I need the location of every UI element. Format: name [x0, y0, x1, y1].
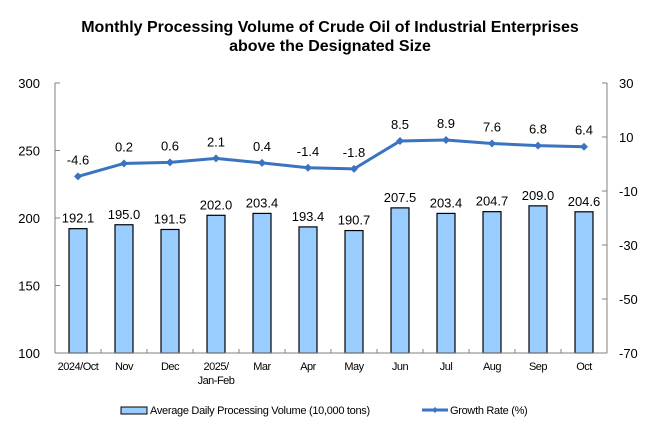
- bar: [68, 228, 88, 354]
- line-data-label: 0.2: [115, 139, 133, 154]
- growth-rate-point: [166, 158, 174, 167]
- bar-data-label: 203.4: [430, 195, 463, 210]
- line-data-label: 2.1: [207, 134, 225, 149]
- x-tick-label: May: [344, 361, 364, 373]
- axes-layer: 100 150 200 250 300 -70 -50 -30 -10 10 30 2024/Oct N…: [18, 76, 638, 387]
- line-data-label: 0.6: [161, 138, 179, 153]
- legend-bar-swatch: [120, 406, 148, 415]
- line-data-label: 6.8: [529, 122, 547, 137]
- bar: [160, 228, 180, 354]
- x-tick-label: Mar: [253, 361, 271, 373]
- bar: [482, 211, 502, 354]
- bar-data-label: 209.0: [522, 188, 555, 203]
- bar-data-label: 195.0: [108, 207, 141, 222]
- line-data-label: 8.9: [437, 116, 455, 131]
- bar: [114, 224, 134, 354]
- bar-data-label: 204.7: [476, 194, 509, 209]
- right-tick-label: -50: [619, 292, 638, 307]
- bar: [298, 226, 318, 354]
- line-data-label: 8.5: [391, 117, 409, 132]
- bar-data-label: 203.4: [246, 195, 279, 210]
- growth-rate-point: [212, 154, 220, 163]
- growth-rate-point: [534, 141, 542, 150]
- x-tick-label: Sep: [529, 361, 547, 373]
- bar: [390, 207, 410, 354]
- right-tick-label: -70: [619, 346, 638, 361]
- line-layer: [74, 135, 588, 181]
- bar: [252, 212, 272, 354]
- x-tick-label: Dec: [161, 361, 180, 373]
- growth-rate-point: [74, 172, 82, 181]
- growth-rate-point: [120, 159, 128, 168]
- bars-layer: [68, 205, 594, 354]
- left-tick-label: 250: [18, 144, 40, 159]
- growth-rate-point: [488, 139, 496, 148]
- legend: Average Daily Processing Volume (10,000 …: [120, 405, 528, 417]
- line-data-label: -1.4: [297, 144, 319, 159]
- x-tick-label: Oct: [576, 361, 592, 373]
- legend-line-label: Growth Rate (%): [450, 405, 527, 417]
- bar-data-label: 193.4: [292, 209, 325, 224]
- bar: [206, 214, 226, 354]
- bar: [344, 229, 364, 354]
- right-tick-label: -10: [619, 184, 638, 199]
- line-data-label: 7.6: [483, 119, 501, 134]
- growth-rate-point: [580, 142, 588, 151]
- growth-rate-line: [77, 138, 585, 178]
- right-tick-label: -30: [619, 238, 638, 253]
- left-tick-label: 200: [18, 211, 40, 226]
- growth-rate-point: [442, 135, 450, 144]
- x-tick-label: 2024/Oct: [58, 361, 99, 373]
- right-tick-label: 10: [619, 130, 633, 145]
- line-data-label: 0.4: [253, 139, 271, 154]
- x-tick-label: Apr: [300, 361, 316, 373]
- bar-data-label: 204.6: [568, 194, 601, 209]
- bar-data-label: 202.0: [200, 197, 233, 212]
- chart-title: Monthly Processing Volume of Crude Oil o…: [81, 19, 579, 55]
- x-tick-label: Nov: [115, 361, 134, 373]
- x-tick-label: Jul: [440, 361, 453, 373]
- legend-bar-label: Average Daily Processing Volume (10,000 …: [150, 405, 370, 417]
- bar-data-label: 192.1: [62, 211, 95, 226]
- growth-rate-point: [396, 137, 404, 146]
- bar: [574, 211, 594, 354]
- left-tick-label: 150: [18, 279, 40, 294]
- growth-rate-point: [258, 158, 266, 167]
- x-tick-label: Aug: [483, 361, 501, 373]
- bar-data-label: 191.5: [154, 211, 187, 226]
- line-data-label: 6.4: [575, 123, 593, 138]
- bar: [436, 212, 456, 354]
- bar-data-label: 207.5: [384, 190, 417, 205]
- x-tick-label: Jun: [392, 361, 409, 373]
- x-tick-label: 2025/Jan-Feb: [198, 361, 235, 387]
- bar: [528, 205, 548, 354]
- labels-layer: 192.1 195.0 191.5 202.0 203.4 193.4 190.7 207.5…: [62, 116, 601, 228]
- left-tick-label: 100: [18, 346, 40, 361]
- growth-rate-point: [350, 164, 358, 173]
- line-data-label: -1.8: [343, 145, 365, 160]
- line-data-label: -4.6: [67, 152, 89, 167]
- right-tick-label: 30: [619, 76, 633, 91]
- left-tick-label: 300: [18, 76, 40, 91]
- legend-line-marker: [432, 407, 438, 413]
- growth-rate-point: [304, 163, 312, 172]
- bar-data-label: 190.7: [338, 213, 371, 228]
